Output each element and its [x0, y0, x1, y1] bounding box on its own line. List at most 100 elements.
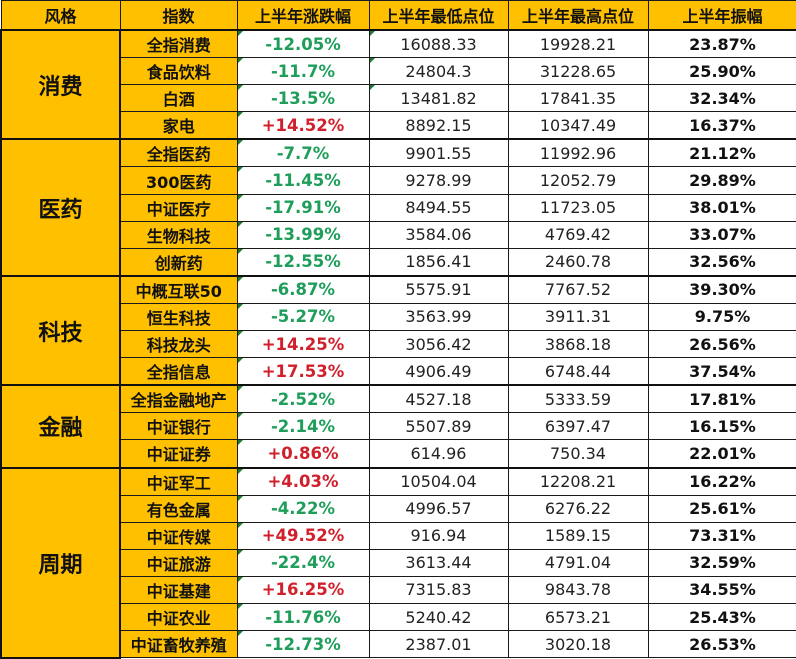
low-cell: 4527.18	[368, 384, 509, 414]
change-cell: -2.14%	[236, 412, 370, 441]
amplitude-cell: 25.43%	[647, 602, 796, 632]
low-cell: 9901.55	[368, 138, 509, 168]
change-cell: +16.25%	[236, 575, 370, 604]
high-cell: 750.34	[507, 439, 649, 468]
high-cell: 4791.04	[507, 548, 649, 577]
high-cell: 7767.52	[507, 274, 649, 304]
header-index: 指数	[119, 0, 238, 31]
high-cell: 3911.31	[507, 302, 649, 332]
high-cell: 12208.21	[507, 466, 649, 496]
change-cell: -12.55%	[236, 247, 370, 277]
high-cell: 5333.59	[507, 384, 649, 414]
change-cell: -11.7%	[236, 57, 370, 86]
low-cell: 13481.82	[368, 84, 509, 113]
high-cell: 2460.78	[507, 247, 649, 277]
index-name-cell: 中证畜牧养殖	[119, 630, 238, 659]
high-cell: 11723.05	[507, 193, 649, 222]
table-row: 中证旅游 -22.4% 3613.44 4791.04 32.59%	[1, 548, 796, 577]
index-name-cell: 生物科技	[119, 220, 238, 249]
change-cell: +0.86%	[236, 439, 370, 468]
amplitude-cell: 22.01%	[647, 439, 796, 468]
change-cell: -22.4%	[236, 548, 370, 577]
change-cell: +17.53%	[236, 357, 370, 386]
change-cell: -7.7%	[236, 138, 370, 168]
table-row: 300医药 -11.45% 9278.99 12052.79 29.89%	[1, 166, 796, 195]
index-name-cell: 有色金属	[119, 494, 238, 523]
low-cell: 8892.15	[368, 111, 509, 140]
index-name-cell: 中证证券	[119, 439, 238, 468]
change-cell: -13.5%	[236, 84, 370, 113]
index-name-cell: 中证农业	[119, 602, 238, 632]
index-name-cell: 中证军工	[119, 466, 238, 496]
low-cell: 5575.91	[368, 274, 509, 304]
high-cell: 6276.22	[507, 494, 649, 523]
low-cell: 5240.42	[368, 602, 509, 632]
high-cell: 11992.96	[507, 138, 649, 168]
table-row: 金融 全指金融地产 -2.52% 4527.18 5333.59 17.81%	[0, 384, 796, 469]
low-cell: 16088.33	[368, 29, 509, 59]
index-name-cell: 恒生科技	[119, 302, 238, 332]
low-cell: 3056.42	[368, 330, 509, 359]
style-group-label: 周期	[0, 466, 121, 659]
style-group-label: 金融	[0, 384, 121, 469]
index-name-cell: 全指医药	[119, 138, 238, 168]
high-cell: 3868.18	[507, 330, 649, 359]
table-row: 科技龙头 +14.25% 3056.42 3868.18 26.56%	[1, 330, 796, 359]
style-group-label: 医药	[0, 138, 121, 277]
amplitude-cell: 34.55%	[647, 575, 796, 604]
index-name-cell: 中证旅游	[119, 548, 238, 577]
table-body: 消费 全指消费 -12.05% 16088.33 19928.21 23.87% 食品饮料 -…	[0, 28, 796, 659]
low-cell: 9278.99	[368, 166, 509, 195]
table-row: 生物科技 -13.99% 3584.06 4769.42 33.07%	[1, 220, 796, 249]
low-cell: 916.94	[368, 521, 509, 550]
high-cell: 1589.15	[507, 521, 649, 550]
amplitude-cell: 39.30%	[647, 274, 796, 304]
low-cell: 1856.41	[368, 247, 509, 277]
change-cell: -5.27%	[236, 302, 370, 332]
table-row: 科技 中概互联50 -6.87% 5575.91 7767.52 39.30%	[0, 274, 796, 387]
amplitude-cell: 26.53%	[647, 630, 796, 659]
low-cell: 24804.3	[368, 57, 509, 86]
amplitude-cell: 73.31%	[647, 521, 796, 550]
table-row: 消费 全指消费 -12.05% 16088.33 19928.21 23.87%	[0, 28, 796, 141]
amplitude-cell: 32.56%	[647, 247, 796, 277]
change-cell: -11.76%	[236, 602, 370, 632]
amplitude-cell: 16.15%	[647, 412, 796, 441]
index-name-cell: 科技龙头	[119, 330, 238, 359]
low-cell: 3563.99	[368, 302, 509, 332]
amplitude-cell: 25.90%	[647, 57, 796, 86]
change-cell: +4.03%	[236, 466, 370, 496]
index-name-cell: 全指信息	[119, 357, 238, 386]
table-row: 食品饮料 -11.7% 24804.3 31228.65 25.90%	[1, 57, 796, 86]
amplitude-cell: 33.07%	[647, 220, 796, 249]
change-cell: -11.45%	[236, 166, 370, 195]
low-cell: 2387.01	[368, 630, 509, 659]
low-cell: 8494.55	[368, 193, 509, 222]
change-cell: +49.52%	[236, 521, 370, 550]
header-amplitude: 上半年振幅	[647, 0, 796, 31]
table-row: 家电 +14.52% 8892.15 10347.49 16.37%	[1, 111, 796, 140]
index-name-cell: 中证医疗	[119, 193, 238, 222]
index-name-cell: 全指金融地产	[119, 384, 238, 414]
amplitude-cell: 25.61%	[647, 494, 796, 523]
change-cell: -17.91%	[236, 193, 370, 222]
change-cell: +14.52%	[236, 111, 370, 140]
header-low: 上半年最低点位	[368, 0, 509, 31]
low-cell: 5507.89	[368, 412, 509, 441]
low-cell: 614.96	[368, 439, 509, 468]
high-cell: 6573.21	[507, 602, 649, 632]
high-cell: 17841.35	[507, 84, 649, 113]
change-cell: -13.99%	[236, 220, 370, 249]
high-cell: 9843.78	[507, 575, 649, 604]
amplitude-cell: 38.01%	[647, 193, 796, 222]
low-cell: 3584.06	[368, 220, 509, 249]
index-name-cell: 中证传媒	[119, 521, 238, 550]
header-high: 上半年最高点位	[507, 0, 649, 31]
amplitude-cell: 17.81%	[647, 384, 796, 414]
low-cell: 4906.49	[368, 357, 509, 386]
amplitude-cell: 37.54%	[647, 357, 796, 386]
index-name-cell: 300医药	[119, 166, 238, 195]
high-cell: 6397.47	[507, 412, 649, 441]
amplitude-cell: 9.75%	[647, 302, 796, 332]
